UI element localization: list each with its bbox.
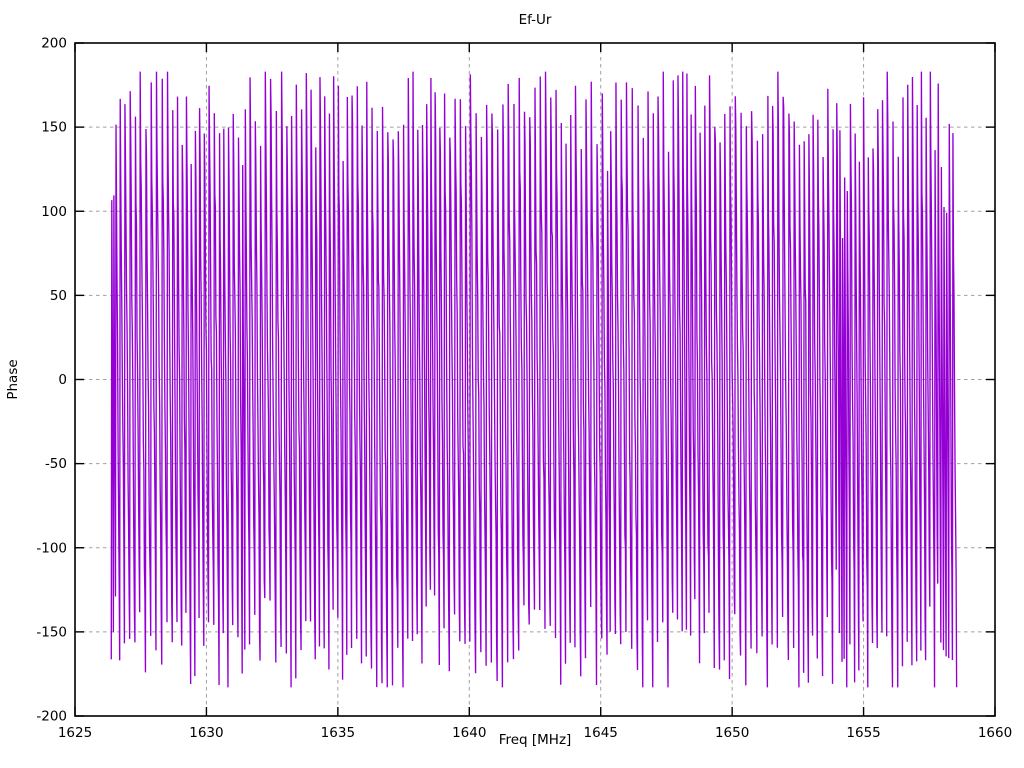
x-tick-label: 1635 — [321, 725, 355, 741]
x-tick-label: 1645 — [584, 725, 618, 741]
tick-labels: 1625 1630 1635 1640 1645 1650 1655 1660 200 150 10… — [36, 36, 1012, 742]
y-tick-label: 100 — [41, 204, 67, 220]
y-tick-label: 50 — [50, 288, 67, 304]
y-tick-label: -200 — [36, 709, 67, 725]
y-tick-label: 200 — [41, 36, 67, 52]
axis-ticks — [74, 42, 996, 717]
x-tick-label: 1630 — [189, 725, 223, 741]
phase-trace — [110, 71, 958, 688]
x-tick-label: 1625 — [58, 725, 92, 741]
x-tick-label: 1640 — [452, 725, 486, 741]
y-tick-label: 0 — [58, 372, 67, 388]
x-axis-label: Freq [MHz] — [499, 732, 572, 748]
y-tick-label: -50 — [45, 456, 67, 472]
phase-trace-path — [110, 71, 958, 688]
chart-title: Ef-Ur — [519, 12, 552, 28]
y-tick-label: -100 — [36, 540, 67, 556]
x-tick-label: 1655 — [846, 725, 880, 741]
y-tick-label: 150 — [41, 120, 67, 136]
y-tick-label: -150 — [36, 624, 67, 640]
y-axis-label: Phase — [5, 359, 21, 399]
x-tick-label: 1650 — [715, 725, 749, 741]
x-tick-label: 1660 — [978, 725, 1012, 741]
